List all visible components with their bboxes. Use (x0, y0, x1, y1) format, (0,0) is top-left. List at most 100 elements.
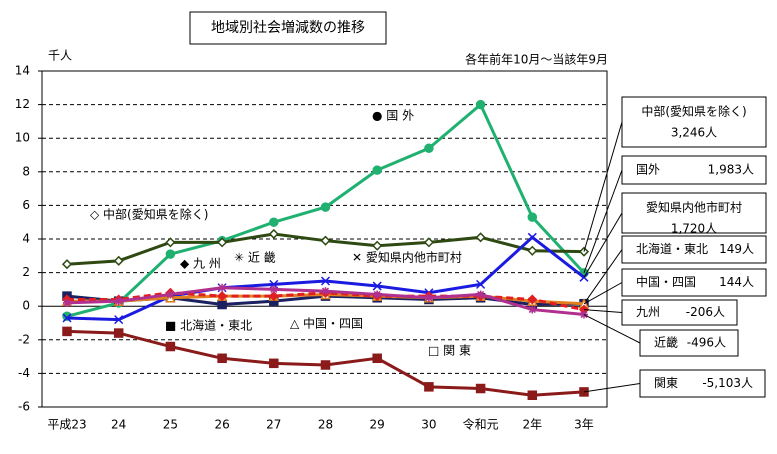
title-box (189, 11, 387, 45)
marker (217, 353, 227, 364)
y-tick-label: 14 (15, 64, 30, 78)
y-tick-label: 10 (15, 131, 30, 145)
x-tick-label: 27 (266, 418, 281, 432)
marker (372, 281, 382, 291)
marker (320, 202, 331, 212)
x-tick-label: 25 (163, 418, 178, 432)
marker (424, 382, 434, 392)
x-tick-label: 2年 (522, 418, 542, 432)
marker (475, 383, 486, 394)
marker (269, 217, 279, 227)
series-label: ✕ 愛知県内他市町村 (352, 250, 462, 265)
marker (527, 294, 538, 305)
callout-box (621, 192, 767, 234)
callout-box (621, 268, 767, 297)
subtitle: 各年前年10月～当該年9月 (465, 52, 608, 67)
marker (320, 276, 331, 286)
leader-line (583, 309, 623, 313)
marker (527, 245, 538, 256)
marker (320, 360, 331, 370)
marker (114, 315, 124, 325)
marker (424, 293, 433, 302)
marker (217, 237, 228, 248)
marker (423, 237, 434, 248)
marker (372, 240, 383, 251)
callout-box (639, 329, 739, 357)
callout-value: 1,983人 (708, 163, 754, 177)
marker (218, 283, 227, 292)
callout-box (621, 299, 738, 326)
series-label: ◆ 九 州 (180, 257, 221, 271)
marker (475, 99, 486, 110)
marker (372, 353, 382, 364)
chart-title: 地域別社会増減数の推移 (211, 19, 365, 36)
series-label: ■ 北海道・東北 (165, 318, 252, 333)
callout-name: 国外 (636, 163, 660, 177)
marker (372, 165, 382, 175)
marker (424, 143, 434, 154)
callout-value: 3,246人 (671, 126, 717, 140)
marker (321, 287, 330, 296)
marker (63, 298, 71, 307)
marker (475, 232, 486, 243)
marker (217, 291, 228, 302)
callout-value: -496人 (687, 336, 726, 350)
marker (527, 390, 538, 400)
callout-name: 愛知県内他市町村 (646, 200, 742, 215)
y-tick-label: 12 (15, 97, 30, 111)
series-label: ● 国 外 (372, 109, 414, 123)
marker (476, 290, 485, 299)
x-tick-label: 29 (370, 418, 385, 432)
marker (528, 305, 537, 314)
x-tick-label: 28 (318, 418, 333, 432)
callout-box (621, 235, 767, 264)
marker (373, 290, 382, 299)
marker (114, 297, 123, 306)
series-label: △ 中国・四国 (290, 316, 363, 331)
series-label: ◇ 中部(愛知県を除く) (90, 207, 208, 222)
callout-name: 北海道・東北 (636, 241, 708, 256)
marker (320, 235, 331, 246)
y-tick-label: 2 (22, 265, 30, 279)
x-tick-label: 26 (214, 418, 229, 432)
leader-line (583, 314, 641, 344)
callout-name: 九州 (636, 305, 660, 319)
leader-line (583, 282, 623, 305)
marker (165, 249, 176, 259)
marker (268, 291, 279, 302)
callout-box (621, 155, 767, 185)
marker (268, 228, 279, 240)
leader-line (583, 169, 623, 274)
marker (165, 341, 176, 352)
marker (62, 326, 72, 337)
x-tick-label: 3年 (574, 418, 594, 432)
marker (165, 237, 176, 248)
marker (62, 313, 72, 323)
callout-name: 中部(愛知県を除く) (641, 104, 746, 119)
marker (476, 279, 486, 289)
marker (527, 212, 538, 222)
marker (113, 255, 124, 266)
callout-box (621, 96, 767, 148)
leader-line (583, 212, 623, 278)
y-unit: 千人 (48, 49, 72, 63)
leader-line (583, 383, 641, 393)
marker (113, 328, 124, 338)
callout-value: 144人 (719, 275, 754, 289)
marker (217, 299, 227, 310)
callout-name: 中国・四国 (636, 274, 696, 289)
y-tick-label: -6 (18, 400, 30, 414)
y-tick-label: -4 (18, 366, 30, 380)
marker (61, 259, 73, 270)
marker (269, 358, 279, 369)
x-tick-label: 令和元 (463, 417, 499, 432)
y-tick-label: 8 (22, 164, 30, 178)
x-tick-label: 30 (421, 418, 436, 432)
callout-value: -5,103人 (702, 376, 753, 390)
marker (166, 290, 175, 299)
callout-value: -206人 (686, 305, 725, 319)
callout-value: 1,720人 (671, 222, 717, 236)
callout-name: 近畿 (654, 336, 678, 350)
x-tick-label: 平成23 (47, 418, 86, 432)
